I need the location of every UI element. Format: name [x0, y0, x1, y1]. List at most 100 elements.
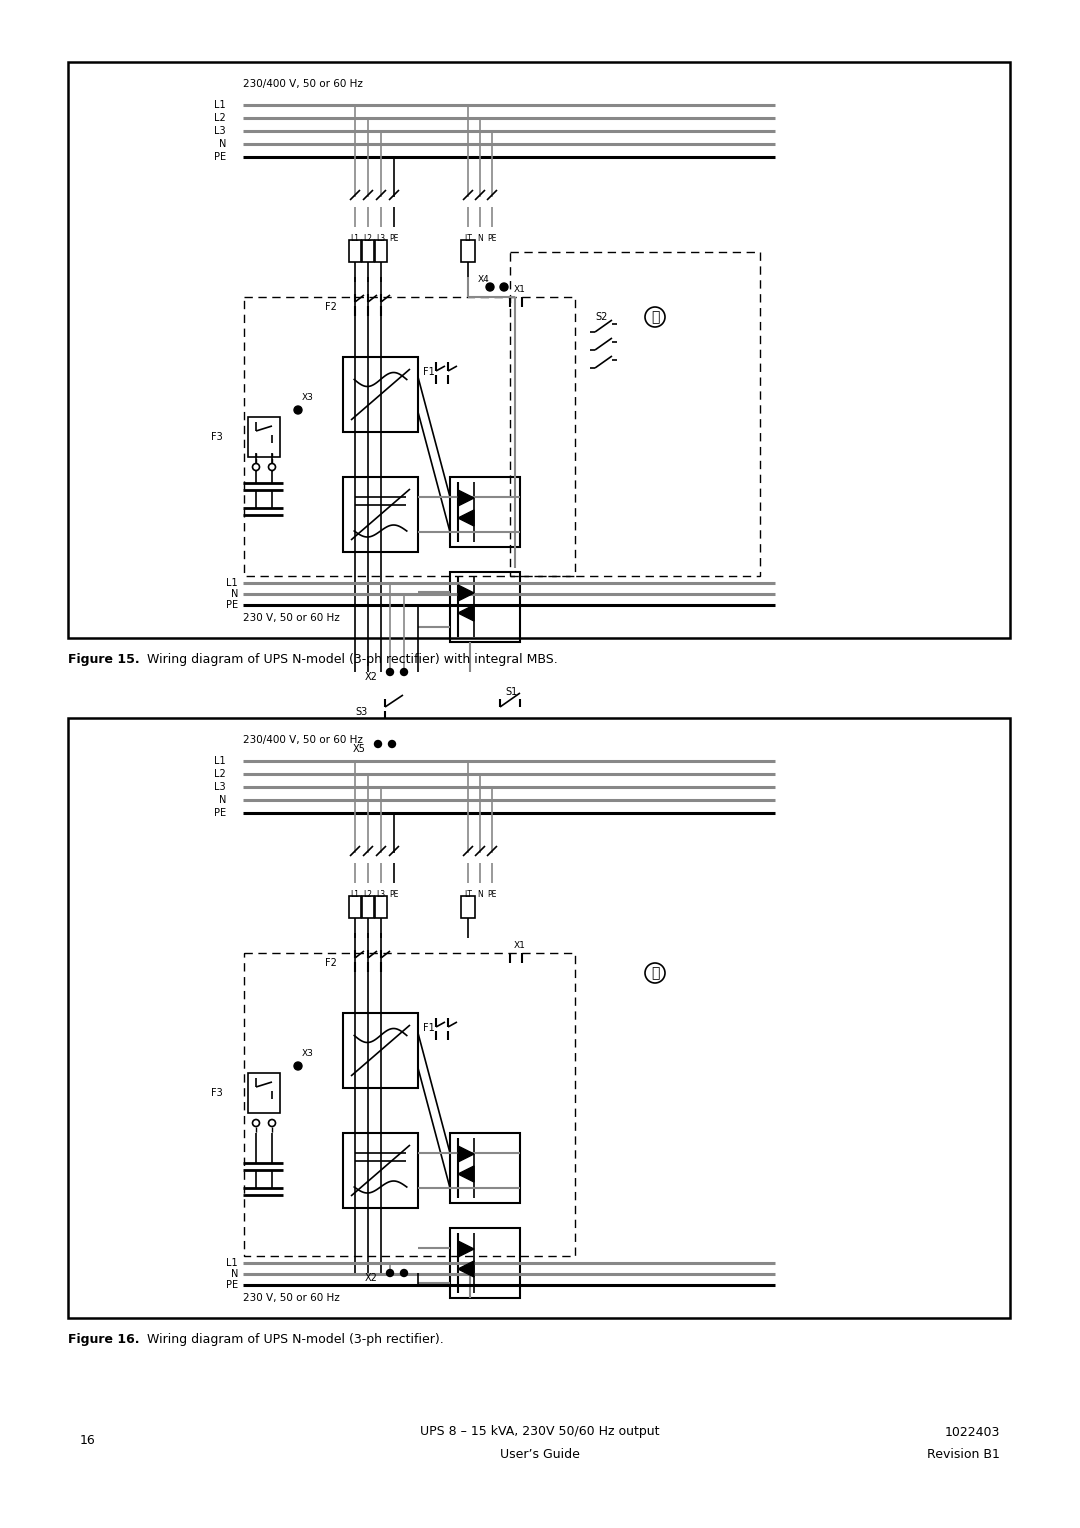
Bar	[450, 477, 519, 547]
Text: F2: F2	[325, 958, 337, 969]
Text: PE: PE	[389, 234, 399, 243]
Bar	[68, 63, 1010, 639]
Text: X3: X3	[302, 1050, 314, 1059]
Text: 230/400 V, 50 or 60 Hz: 230/400 V, 50 or 60 Hz	[243, 735, 363, 746]
Text: ⏚: ⏚	[651, 310, 659, 324]
Text: X1: X1	[514, 286, 526, 295]
Circle shape	[294, 406, 302, 414]
Circle shape	[294, 1062, 302, 1070]
Text: ⏚: ⏚	[651, 966, 659, 979]
Bar	[343, 1132, 418, 1209]
Text: N: N	[218, 795, 226, 805]
Text: 230/400 V, 50 or 60 Hz: 230/400 V, 50 or 60 Hz	[243, 79, 363, 89]
Text: F2: F2	[325, 303, 337, 312]
Text: PE: PE	[214, 808, 226, 817]
Text: S3: S3	[355, 707, 367, 717]
Text: L2: L2	[364, 889, 373, 898]
Text: User’s Guide: User’s Guide	[500, 1447, 580, 1461]
Text: X3: X3	[302, 394, 314, 402]
Bar	[461, 240, 475, 261]
Circle shape	[645, 963, 665, 983]
Bar	[362, 895, 374, 918]
Text: X2: X2	[365, 672, 378, 681]
Circle shape	[500, 283, 508, 290]
Text: PE: PE	[214, 151, 226, 162]
Circle shape	[269, 1120, 275, 1126]
Bar	[248, 1073, 280, 1112]
Polygon shape	[458, 605, 474, 620]
Text: L1: L1	[351, 234, 360, 243]
Circle shape	[387, 669, 393, 675]
Polygon shape	[458, 1241, 474, 1258]
Text: Figure 15.: Figure 15.	[68, 654, 139, 666]
Text: Figure 16.: Figure 16.	[68, 1334, 139, 1346]
Bar	[349, 240, 361, 261]
Bar	[461, 895, 475, 918]
Text: LT: LT	[464, 234, 472, 243]
Circle shape	[253, 463, 259, 471]
Circle shape	[253, 1120, 259, 1126]
Text: 1022403: 1022403	[945, 1426, 1000, 1438]
Polygon shape	[458, 585, 474, 601]
Text: N: N	[477, 889, 483, 898]
Text: L3: L3	[214, 125, 226, 136]
Text: L2: L2	[364, 234, 373, 243]
Text: L1: L1	[214, 756, 226, 766]
Circle shape	[387, 1270, 393, 1276]
Text: 230 V, 50 or 60 Hz: 230 V, 50 or 60 Hz	[243, 613, 340, 623]
Circle shape	[269, 463, 275, 471]
Text: PE: PE	[226, 601, 238, 610]
Text: L1: L1	[227, 1258, 238, 1268]
Text: PE: PE	[487, 889, 497, 898]
Bar	[343, 477, 418, 552]
Text: L1: L1	[227, 578, 238, 588]
Text: L2: L2	[214, 769, 226, 779]
Text: X5: X5	[353, 744, 366, 753]
Circle shape	[401, 669, 407, 675]
Text: PE: PE	[389, 889, 399, 898]
Text: Wiring diagram of UPS N-model (3-ph rectifier).: Wiring diagram of UPS N-model (3-ph rect…	[135, 1334, 444, 1346]
Circle shape	[645, 307, 665, 327]
Polygon shape	[458, 1146, 474, 1161]
Circle shape	[486, 283, 494, 290]
Text: N: N	[231, 1268, 238, 1279]
Polygon shape	[458, 1261, 474, 1277]
Text: F1: F1	[423, 367, 435, 377]
Text: UPS 8 – 15 kVA, 230V 50/60 Hz output: UPS 8 – 15 kVA, 230V 50/60 Hz output	[420, 1426, 660, 1438]
Text: Wiring diagram of UPS N-model (3-ph rectifier) with integral MBS.: Wiring diagram of UPS N-model (3-ph rect…	[135, 654, 557, 666]
Text: L3: L3	[214, 782, 226, 792]
Text: N: N	[218, 139, 226, 150]
Bar	[450, 1132, 519, 1203]
Circle shape	[389, 741, 395, 747]
Bar	[349, 895, 361, 918]
Polygon shape	[458, 510, 474, 526]
Bar	[248, 417, 280, 457]
Text: L1: L1	[351, 889, 360, 898]
Bar	[375, 895, 387, 918]
Text: X4: X4	[478, 275, 489, 284]
Polygon shape	[458, 490, 474, 506]
Text: F1: F1	[423, 1024, 435, 1033]
Text: L3: L3	[377, 234, 386, 243]
Text: L1: L1	[214, 99, 226, 110]
Text: 230 V, 50 or 60 Hz: 230 V, 50 or 60 Hz	[243, 1293, 340, 1303]
Bar	[244, 953, 575, 1256]
Bar	[375, 240, 387, 261]
Bar	[362, 240, 374, 261]
Text: N: N	[477, 234, 483, 243]
Bar	[450, 571, 519, 642]
Text: S1: S1	[505, 688, 517, 697]
Text: LT: LT	[464, 889, 472, 898]
Text: L2: L2	[214, 113, 226, 122]
Text: S2: S2	[595, 312, 607, 322]
Text: Revision B1: Revision B1	[927, 1447, 1000, 1461]
Text: X2: X2	[365, 1273, 378, 1284]
Bar	[68, 718, 1010, 1319]
Bar	[343, 358, 418, 432]
Text: X1: X1	[514, 941, 526, 950]
Bar	[450, 1229, 519, 1297]
Text: PE: PE	[487, 234, 497, 243]
Text: PE: PE	[226, 1280, 238, 1290]
Text: 16: 16	[80, 1433, 96, 1447]
Circle shape	[401, 1270, 407, 1276]
